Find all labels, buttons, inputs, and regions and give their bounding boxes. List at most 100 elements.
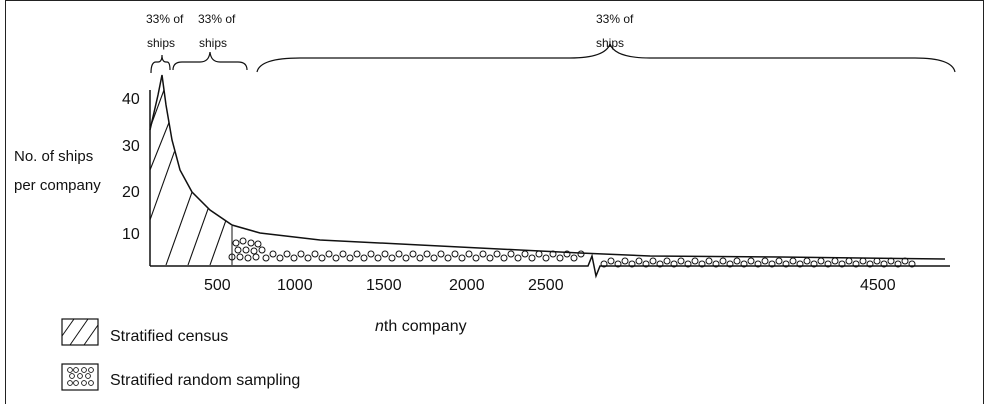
sampling-circle (252, 253, 260, 261)
distribution-curve (149, 74, 946, 260)
sampling-circle (726, 260, 734, 268)
sampling-circle (684, 260, 692, 268)
sampling-circle (444, 254, 452, 262)
sampling-circle (332, 254, 340, 262)
sampling-circle (542, 254, 550, 262)
sampling-circle (549, 250, 557, 258)
bracket-1-brace (150, 54, 171, 74)
y-tick-20: 20 (122, 184, 140, 201)
sampling-circle (859, 257, 867, 265)
x-tick-500: 500 (204, 277, 231, 294)
figure-frame (5, 0, 984, 404)
sampling-circle (402, 254, 410, 262)
legend-sampling-label: Stratified random sampling (110, 372, 300, 389)
sampling-circle (395, 250, 403, 258)
sampling-circle (311, 250, 319, 258)
sampling-circle (642, 260, 650, 268)
x-axis-label-suffix: th company (384, 318, 467, 335)
sampling-circle (416, 254, 424, 262)
sampling-circle (232, 239, 240, 247)
sampling-circle (607, 257, 615, 265)
sampling-circle (479, 250, 487, 258)
sampling-circle (318, 254, 326, 262)
sampling-circle (866, 260, 874, 268)
sampling-circle (901, 257, 909, 265)
sampling-circle (894, 260, 902, 268)
legend-census-swatch (61, 318, 99, 346)
sampling-circle (409, 250, 417, 258)
sampling-circle (360, 254, 368, 262)
sampling-circle (656, 260, 664, 268)
sampling-circle (528, 254, 536, 262)
sampling-circle (663, 257, 671, 265)
sampling-circle (388, 254, 396, 262)
sampling-circle (563, 250, 571, 258)
sampling-circle (796, 260, 804, 268)
sampling-circle (628, 260, 636, 268)
sampling-circle (908, 260, 916, 268)
sampling-circle (236, 253, 244, 261)
sampling-circle (430, 254, 438, 262)
sampling-circle (458, 254, 466, 262)
sampling-circle (423, 250, 431, 258)
sampling-circle (304, 254, 312, 262)
sampling-circle (824, 260, 832, 268)
sampling-circle (880, 260, 888, 268)
bracket-2-label-line1: 33% of (198, 12, 236, 26)
bracket-2-label-line2: ships (199, 36, 227, 50)
sampling-circle (782, 260, 790, 268)
bracket-1-label-line2: ships (147, 36, 175, 50)
sampling-circle (254, 240, 262, 248)
sampling-circle (838, 260, 846, 268)
sampling-circle (242, 246, 250, 254)
sampling-circle (507, 250, 515, 258)
legend-census-label: Stratified census (110, 328, 228, 345)
sampling-circle (768, 260, 776, 268)
sampling-circle (677, 257, 685, 265)
sampling-circle (803, 257, 811, 265)
sampling-circle (635, 257, 643, 265)
sampling-circle (451, 250, 459, 258)
sampling-circle (873, 257, 881, 265)
sampling-circle (297, 250, 305, 258)
sampling-circle (239, 237, 247, 245)
bracket-2-brace (172, 51, 248, 71)
sampling-circle (283, 250, 291, 258)
sampling-circle (262, 254, 270, 262)
sampling-circle (535, 250, 543, 258)
sampling-circle (621, 257, 629, 265)
y-tick-10: 10 (122, 226, 140, 243)
sampling-circle (250, 247, 258, 255)
sampling-circle (705, 257, 713, 265)
sampling-circle (740, 260, 748, 268)
sampling-circle (845, 257, 853, 265)
sampling-circle (691, 257, 699, 265)
sampling-circle (346, 254, 354, 262)
sampling-circle (817, 257, 825, 265)
sampling-circle (367, 250, 375, 258)
y-axis-label-line1: No. of ships (14, 148, 93, 165)
x-tick-2000: 2000 (449, 277, 485, 294)
sampling-circle (831, 257, 839, 265)
sampling-circle (486, 254, 494, 262)
sampling-circle (228, 253, 236, 261)
sampling-circle (775, 257, 783, 265)
x-tick-1500: 1500 (366, 277, 402, 294)
sampling-circle (600, 260, 608, 268)
sampling-circle (493, 250, 501, 258)
sampling-circle (614, 260, 622, 268)
sampling-circle (234, 246, 242, 254)
sampling-circle (570, 254, 578, 262)
sampling-circle (258, 246, 266, 254)
x-axis-line (150, 253, 950, 279)
x-tick-1000: 1000 (277, 277, 313, 294)
sampling-circle (733, 257, 741, 265)
sampling-circle (244, 254, 252, 262)
sampling-circle (761, 257, 769, 265)
sampling-circle (500, 254, 508, 262)
sampling-circle (472, 254, 480, 262)
sampling-circle (437, 250, 445, 258)
sampling-circle (325, 250, 333, 258)
y-tick-40: 40 (122, 91, 140, 108)
